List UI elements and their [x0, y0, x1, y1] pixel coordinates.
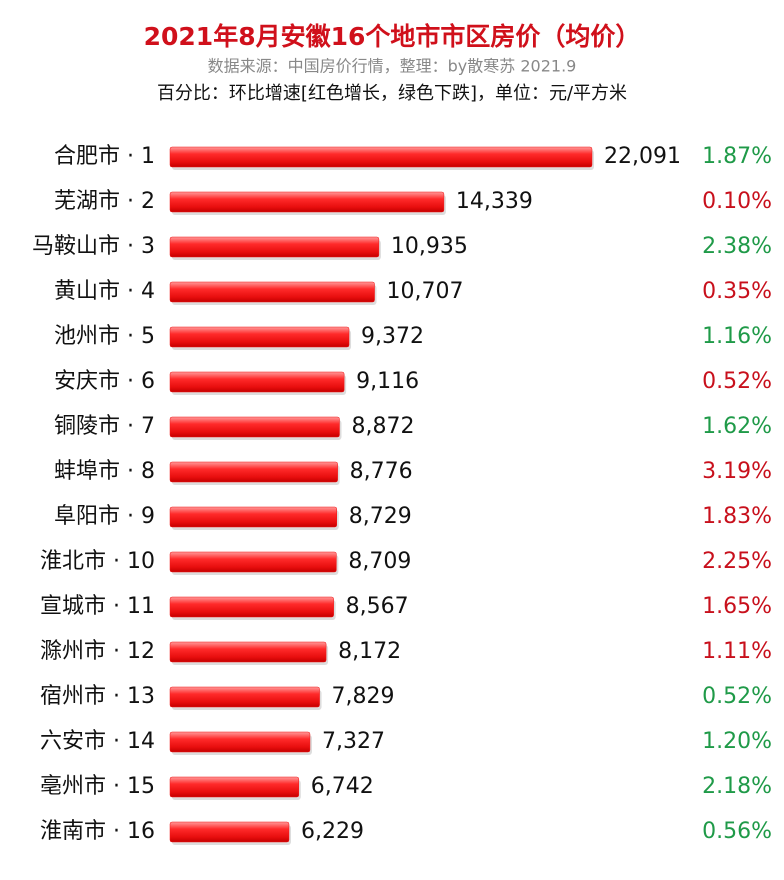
change-label: 1.83%	[702, 504, 772, 529]
bar	[169, 191, 445, 213]
value-label: 8,872	[351, 414, 414, 439]
value-label: 8,729	[349, 504, 412, 529]
category-label: 池州市 · 5	[54, 324, 155, 349]
category-label: 芜湖市 · 2	[54, 189, 155, 214]
category-label: 宿州市 · 13	[40, 684, 155, 709]
bar	[169, 506, 337, 528]
bar	[169, 326, 350, 348]
category-label: 铜陵市 · 7	[54, 414, 155, 439]
category-label: 亳州市 · 15	[40, 774, 155, 799]
change-label: 1.11%	[702, 639, 772, 664]
bar	[169, 461, 338, 483]
value-label: 8,567	[346, 594, 409, 619]
change-label: 0.52%	[702, 369, 772, 394]
value-label: 8,776	[350, 459, 413, 484]
change-label: 1.20%	[702, 729, 772, 754]
change-label: 2.25%	[702, 549, 772, 574]
value-label: 9,372	[361, 324, 424, 349]
chart-subtitle: 数据来源：中国房价行情，整理：by散寒苏 2021.9	[208, 57, 577, 76]
bar	[169, 146, 593, 168]
bar	[169, 371, 345, 393]
value-label: 14,339	[456, 189, 533, 214]
category-label: 淮南市 · 16	[40, 819, 155, 844]
bar	[169, 731, 311, 753]
category-label: 滁州市 · 12	[40, 639, 155, 664]
bar	[169, 821, 290, 843]
value-label: 10,935	[391, 234, 468, 259]
bar	[169, 416, 340, 438]
bar	[169, 641, 327, 663]
category-label: 合肥市 · 1	[54, 144, 155, 169]
change-label: 1.16%	[702, 324, 772, 349]
value-label: 8,172	[338, 639, 401, 664]
bar	[169, 551, 337, 573]
value-label: 6,229	[301, 819, 364, 844]
change-label: 1.87%	[702, 144, 772, 169]
change-label: 3.19%	[702, 459, 772, 484]
chart-title: 2021年8月安徽16个地市市区房价（均价）	[144, 22, 641, 51]
change-label: 0.10%	[702, 189, 772, 214]
change-label: 1.62%	[702, 414, 772, 439]
change-label: 0.56%	[702, 819, 772, 844]
category-label: 马鞍山市 · 3	[32, 234, 155, 259]
bar	[169, 236, 380, 258]
value-label: 7,829	[332, 684, 395, 709]
value-label: 22,091	[604, 144, 681, 169]
category-label: 淮北市 · 10	[40, 549, 155, 574]
change-label: 1.65%	[702, 594, 772, 619]
value-label: 8,709	[348, 549, 411, 574]
change-label: 2.38%	[702, 234, 772, 259]
category-label: 黄山市 · 4	[54, 279, 155, 304]
value-label: 9,116	[356, 369, 419, 394]
value-label: 6,742	[311, 774, 374, 799]
category-label: 宣城市 · 11	[40, 594, 155, 619]
bar	[169, 596, 334, 618]
change-label: 2.18%	[702, 774, 772, 799]
value-label: 10,707	[387, 279, 464, 304]
category-label: 安庆市 · 6	[54, 369, 155, 394]
bar	[169, 281, 375, 303]
value-label: 7,327	[322, 729, 385, 754]
category-label: 蚌埠市 · 8	[54, 459, 155, 484]
chart-note: 百分比：环比增速[红色增长，绿色下跌]，单位：元/平方米	[157, 83, 627, 104]
bar	[169, 776, 300, 798]
category-label: 阜阳市 · 9	[54, 504, 155, 529]
bar	[169, 686, 320, 708]
change-label: 0.35%	[702, 279, 772, 304]
category-label: 六安市 · 14	[40, 729, 155, 754]
change-label: 0.52%	[702, 684, 772, 709]
